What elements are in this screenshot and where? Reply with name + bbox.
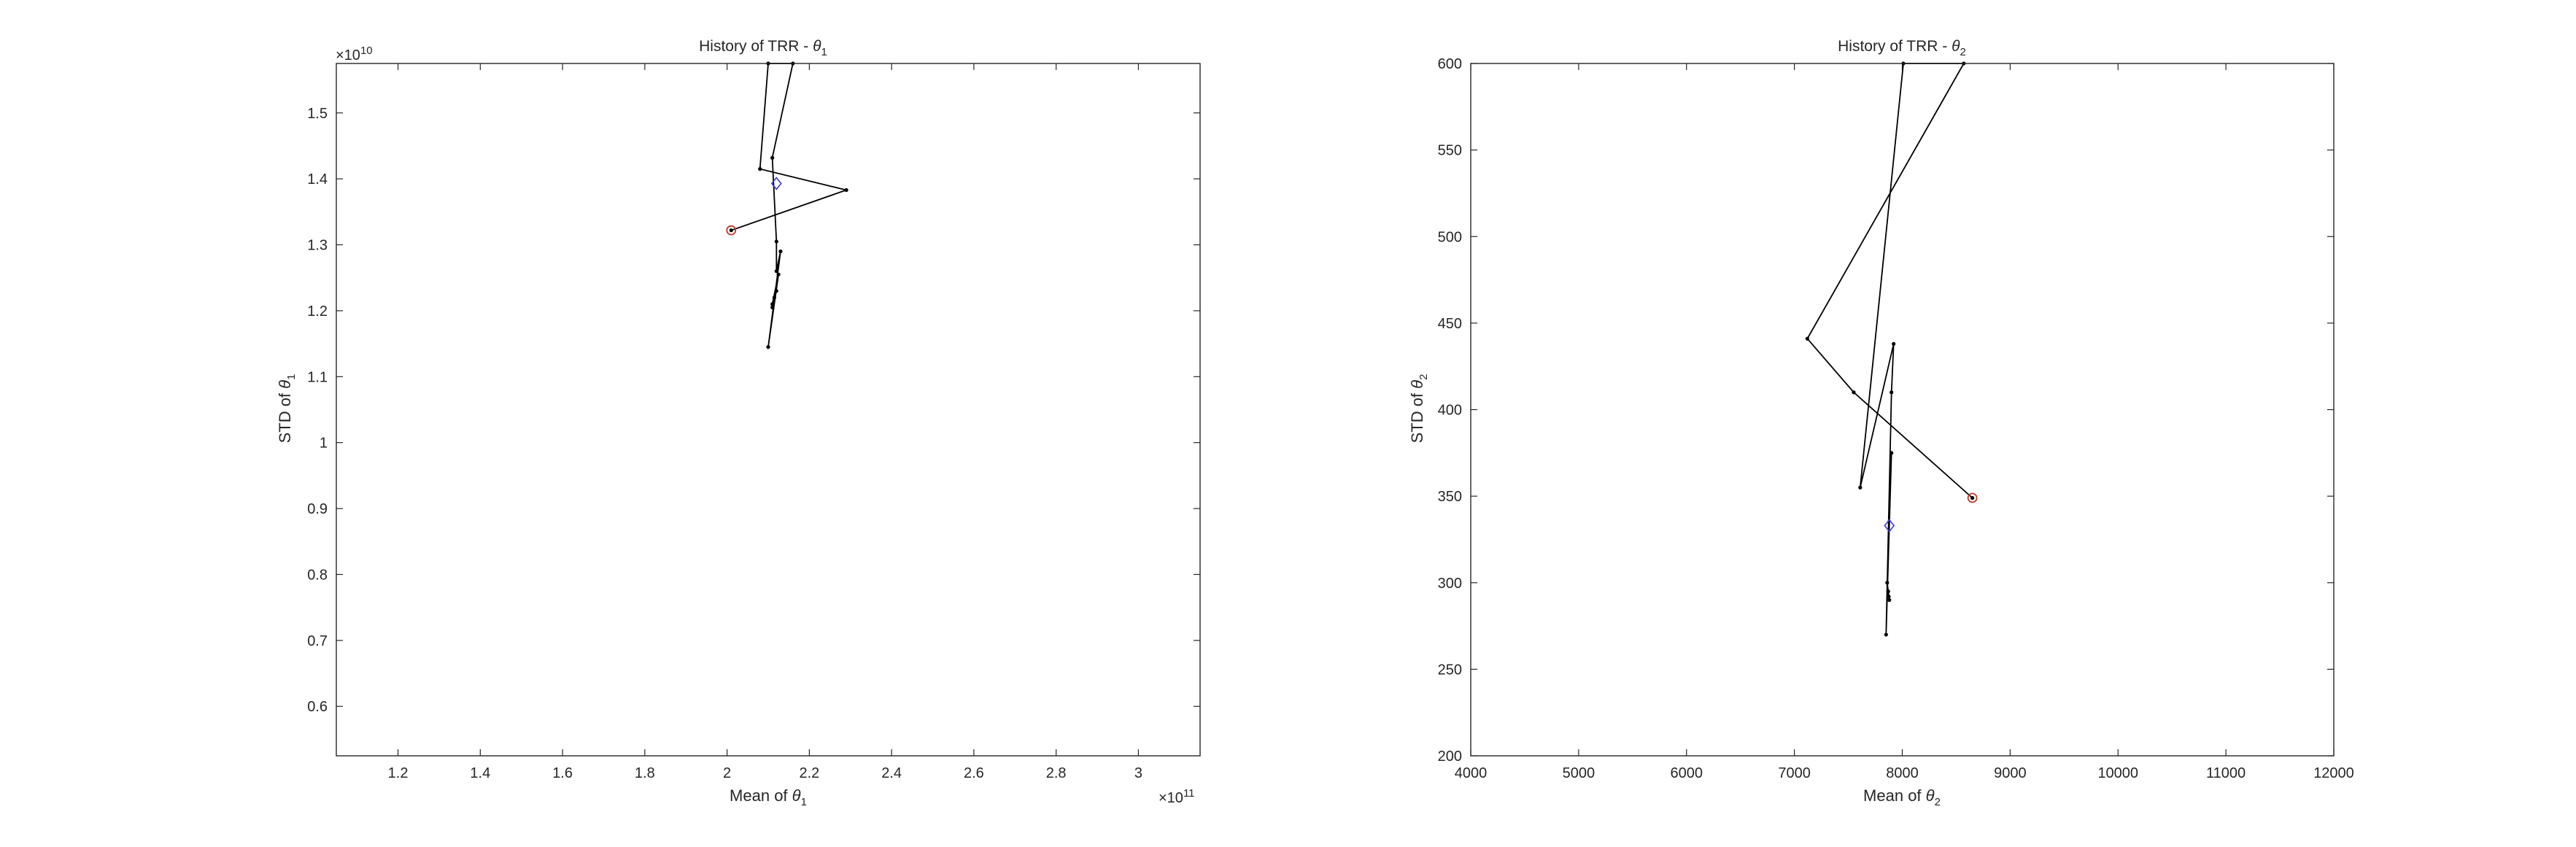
end-marker xyxy=(1884,519,1895,533)
y-tick-label: 300 xyxy=(1438,576,1462,592)
y-axis-ticks: 0.6 0.7 0.8 0.9 1 1.1 1.2 1.3 1.4 1.5 xyxy=(307,106,1200,715)
trajectory-point xyxy=(1886,589,1890,594)
x-tick-label: 1.8 xyxy=(635,765,655,781)
trajectory-point xyxy=(766,345,770,349)
trajectory-point xyxy=(1858,485,1863,490)
y-tick-label: 1 xyxy=(320,436,328,452)
x-axis-ticks: 4000 5000 6000 7000 8000 9000 10000 11000 12000 xyxy=(1455,63,2354,781)
trajectory-point xyxy=(772,295,777,300)
trajectory-point xyxy=(774,289,778,293)
trajectory-point xyxy=(774,269,778,274)
axes-frame xyxy=(1470,63,2335,757)
trajectory-points xyxy=(1805,61,1975,637)
trajectory-line xyxy=(731,63,849,347)
trajectory-point xyxy=(1890,390,1894,395)
x-tick-label: 4000 xyxy=(1455,765,1488,781)
trajectory-point xyxy=(770,302,775,306)
trajectory-points xyxy=(729,61,848,349)
y-axis-ticks: 200 250 300 350 400 450 500 550 600 xyxy=(1438,56,2334,765)
trajectory-point xyxy=(1887,597,1892,603)
y-axis-label: STD of θ2 xyxy=(1408,374,1430,444)
x-tick-label: 12000 xyxy=(2313,765,2354,781)
chart-theta2: History of TRR - θ2 4000 5000 6000 7000 8000… xyxy=(1408,38,2354,808)
x-tick-label: 10000 xyxy=(2097,765,2138,781)
chart-title: History of TRR - θ2 xyxy=(1838,38,1966,58)
y-tick-label: 1.1 xyxy=(307,369,328,385)
trajectory-point xyxy=(770,155,775,160)
y-axis-label: STD of θ1 xyxy=(276,374,298,444)
plot-area xyxy=(726,61,849,349)
start-marker xyxy=(726,225,737,236)
x-tick-label: 1.4 xyxy=(470,765,490,781)
trajectory-point xyxy=(1890,451,1894,455)
trajectory-point xyxy=(758,167,762,171)
x-axis-label: Mean of θ2 xyxy=(1863,786,1941,808)
x-axis-label: Mean of θ1 xyxy=(730,786,807,808)
x-tick-label: 2.6 xyxy=(964,765,984,781)
x-tick-label: 6000 xyxy=(1671,765,1703,781)
plot-area xyxy=(1805,61,1978,637)
axes-frame xyxy=(336,63,1201,757)
x-tick-label: 2.4 xyxy=(881,765,902,781)
start-point xyxy=(730,228,733,232)
trajectory-point xyxy=(778,249,783,254)
x-tick-label: 2.2 xyxy=(799,765,819,781)
y-tick-label: 350 xyxy=(1438,489,1462,505)
trajectory-line xyxy=(1806,63,1973,635)
y-tick-label: 1.5 xyxy=(307,106,328,122)
trajectory-point xyxy=(774,239,778,244)
x-tick-label: 1.6 xyxy=(552,765,573,781)
chart-theta1: History of TRR - θ1 ×1010 ×1011 1.2 1.4 1.… xyxy=(276,38,1201,808)
x-axis-exponent: ×1011 xyxy=(1159,787,1195,806)
trajectory-point xyxy=(844,187,848,193)
y-tick-label: 450 xyxy=(1438,316,1462,332)
x-tick-label: 1.2 xyxy=(388,765,409,781)
x-tick-label: 2.8 xyxy=(1046,765,1067,781)
chart-title: History of TRR - θ1 xyxy=(699,38,827,58)
x-axis-ticks: 1.2 1.4 1.6 1.8 2 2.2 2.4 2.6 2.8 3 xyxy=(388,63,1142,781)
x-tick-label: 5000 xyxy=(1563,765,1596,781)
y-tick-label: 1.4 xyxy=(307,171,328,187)
x-tick-label: 9000 xyxy=(1994,765,2027,781)
trajectory-point xyxy=(1852,390,1856,395)
trajectory-point xyxy=(776,272,781,276)
y-tick-label: 1.3 xyxy=(307,238,328,254)
trajectory-point xyxy=(1884,633,1888,637)
y-tick-label: 0.7 xyxy=(307,633,328,649)
x-tick-label: 11000 xyxy=(2206,765,2246,781)
x-tick-label: 2 xyxy=(723,765,731,781)
y-tick-label: 400 xyxy=(1438,403,1462,419)
y-tick-label: 0.6 xyxy=(307,699,328,715)
x-tick-label: 8000 xyxy=(1886,765,1919,781)
y-tick-label: 500 xyxy=(1438,229,1462,245)
trajectory-point xyxy=(1887,595,1891,599)
trajectory-point xyxy=(1805,336,1809,341)
trajectory-point xyxy=(1885,581,1890,585)
start-point xyxy=(1970,496,1974,500)
x-tick-label: 3 xyxy=(1134,765,1142,781)
end-marker xyxy=(770,177,782,190)
y-tick-label: 200 xyxy=(1438,749,1462,765)
y-tick-label: 250 xyxy=(1438,662,1462,678)
y-tick-label: 0.9 xyxy=(307,501,328,517)
start-marker xyxy=(1967,492,1978,503)
trajectory-point xyxy=(770,305,775,310)
x-tick-label: 7000 xyxy=(1778,765,1811,781)
y-tick-label: 0.8 xyxy=(307,567,328,583)
y-tick-label: 550 xyxy=(1438,143,1462,159)
trajectory-point xyxy=(1892,341,1896,346)
y-tick-label: 1.2 xyxy=(307,303,328,320)
y-tick-label: 600 xyxy=(1438,56,1462,72)
y-axis-exponent: ×1010 xyxy=(336,45,373,63)
